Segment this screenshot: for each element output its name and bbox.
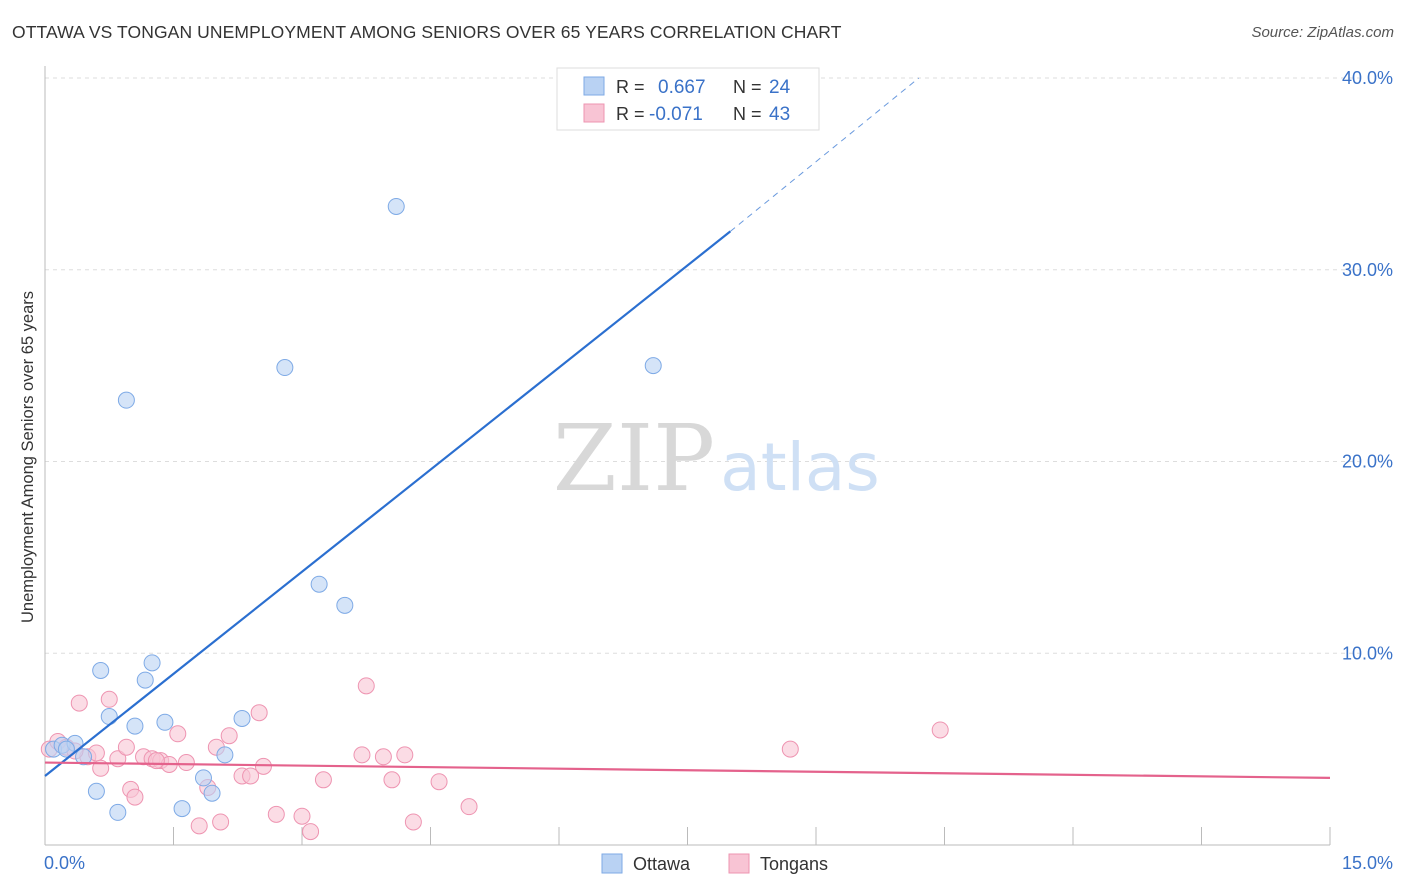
ottawa-point <box>233 709 251 727</box>
y-tick-label: 10.0% <box>1342 643 1393 663</box>
tongans-point <box>254 757 272 775</box>
tongans-point <box>374 748 392 766</box>
x-tick-labels: 0.0% 15.0% <box>44 853 1393 873</box>
tongans-point <box>293 807 311 825</box>
tongans-point <box>404 813 422 831</box>
tongans-point <box>212 813 230 831</box>
ottawa-point <box>100 708 118 726</box>
stats-tongans-r-label: R = <box>616 104 645 124</box>
stats-tongans-r-value: -0.071 <box>649 104 703 125</box>
ottawa-point <box>387 197 405 215</box>
stats-swatch-ottawa <box>583 76 605 96</box>
tongans-point <box>177 754 195 772</box>
y-tick-label: 30.0% <box>1342 260 1393 280</box>
tongans-point <box>430 773 448 791</box>
tongans-point <box>383 771 401 789</box>
tongans-point <box>100 690 118 708</box>
ottawa-point <box>109 803 127 821</box>
y-tick-label: 40.0% <box>1342 68 1393 88</box>
chart-title: OTTAWA VS TONGAN UNEMPLOYMENT AMONG SENI… <box>12 22 842 42</box>
series-legend: Ottawa Tongans <box>601 853 828 874</box>
legend-swatch-ottawa <box>601 853 623 874</box>
ottawa-point <box>136 671 154 689</box>
x-tick-label: 0.0% <box>44 853 85 873</box>
ottawa-point <box>173 800 191 818</box>
stats-ottawa-r-label: R = <box>616 77 645 97</box>
tongans-trend-line <box>44 761 1331 779</box>
stats-legend: R = 0.667 N = 24 R = -0.071 N = 43 <box>556 67 820 131</box>
tongans-point <box>781 740 799 758</box>
ottawa-point <box>310 575 328 593</box>
tongans-point <box>117 738 135 756</box>
watermark: ZIP atlas <box>553 405 880 512</box>
tongans-point <box>220 727 238 745</box>
stats-swatch-tongans <box>583 103 605 123</box>
stats-ottawa-r-value: 0.667 <box>658 77 706 98</box>
ottawa-point <box>156 713 174 731</box>
stats-ottawa-n-label: N = <box>733 77 762 97</box>
trend-lines <box>44 77 1331 779</box>
watermark-zip: ZIP <box>553 405 715 512</box>
stats-tongans-n-label: N = <box>733 104 762 124</box>
ottawa-point <box>194 769 212 787</box>
tongans-point <box>126 788 144 806</box>
tongans-point <box>357 677 375 695</box>
x-tick-label: 15.0% <box>1342 853 1393 873</box>
ottawa-point <box>203 784 221 802</box>
ottawa-point <box>92 662 110 680</box>
tongans-point <box>267 805 285 823</box>
tongans-point <box>314 771 332 789</box>
ottawa-trend-line <box>44 230 732 777</box>
legend-label-tongans: Tongans <box>760 854 828 874</box>
ottawa-point <box>75 748 93 766</box>
tongans-point <box>353 746 371 764</box>
y-tick-labels: 10.0% 20.0% 30.0% 40.0% <box>1342 68 1393 663</box>
ottawa-point <box>117 391 135 409</box>
tongans-point <box>190 817 208 835</box>
axes <box>44 66 1331 846</box>
stats-tongans-n-value: 43 <box>769 104 790 125</box>
tongans-point <box>147 752 165 770</box>
watermark-atlas: atlas <box>720 429 880 506</box>
tongans-point <box>169 725 187 743</box>
tongans-point <box>460 798 478 816</box>
ottawa-point <box>216 746 234 764</box>
source-label: Source: ZipAtlas.com <box>1251 24 1394 41</box>
ottawa-point <box>276 359 294 377</box>
y-axis-label: Unemployment Among Seniors over 65 years <box>19 291 37 623</box>
ottawa-point <box>336 596 354 614</box>
ottawa-points <box>45 197 662 821</box>
gridlines <box>45 77 1360 654</box>
legend-swatch-tongans <box>728 853 750 874</box>
tongans-point <box>931 721 949 739</box>
tongans-point <box>396 746 414 764</box>
tongans-point <box>250 704 268 722</box>
ottawa-point <box>126 717 144 735</box>
ottawa-trend-extension <box>730 77 920 232</box>
ottawa-point <box>87 782 105 800</box>
tongans-point <box>302 823 320 841</box>
y-tick-label: 20.0% <box>1342 452 1393 472</box>
legend-label-ottawa: Ottawa <box>633 854 691 874</box>
ottawa-point <box>644 357 662 375</box>
tongans-point <box>70 694 88 712</box>
tongans-point <box>242 767 260 785</box>
stats-ottawa-n-value: 24 <box>769 77 791 98</box>
ottawa-point <box>143 654 161 672</box>
ottawa-point <box>57 740 75 758</box>
